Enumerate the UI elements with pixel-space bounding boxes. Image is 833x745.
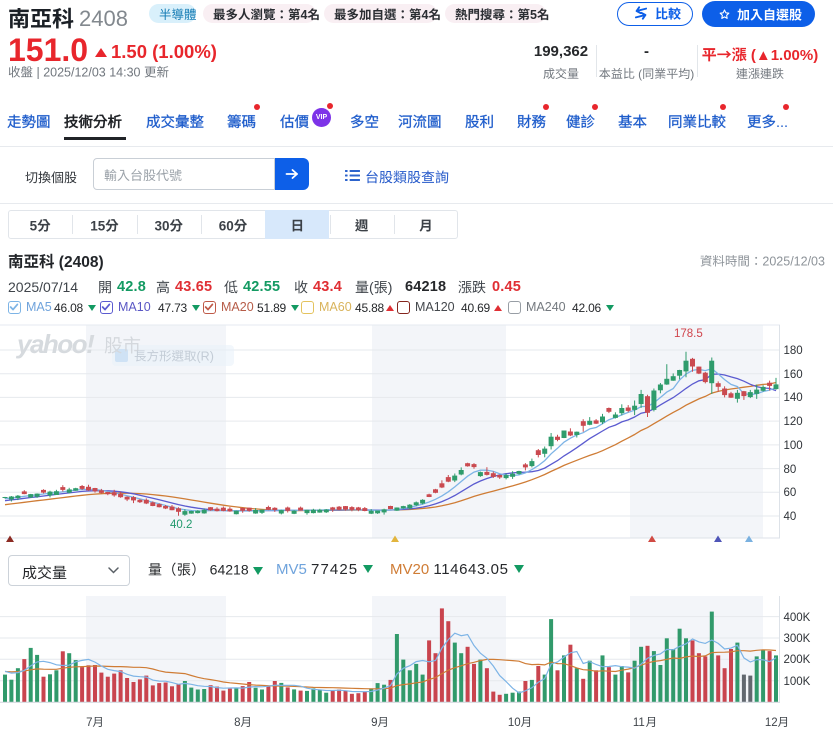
svg-text:60: 60: [784, 487, 797, 499]
svg-text:40: 40: [784, 511, 797, 523]
svg-text:(2408): (2408): [55, 254, 104, 271]
svg-text:): ): [690, 67, 694, 81]
svg-text:2025/12/03: 2025/12/03: [762, 255, 825, 269]
svg-text:): ): [388, 279, 393, 295]
svg-text:yahoo!: yahoo!: [15, 329, 95, 359]
svg-text:180: 180: [784, 345, 803, 357]
svg-text:40.2: 40.2: [170, 519, 192, 531]
svg-text:(: (: [635, 67, 642, 81]
svg-text:200K: 200K: [784, 654, 811, 666]
svg-text:300K: 300K: [784, 633, 811, 645]
svg-text:400K: 400K: [784, 612, 811, 624]
svg-text:...: ...: [776, 115, 788, 131]
svg-text:100: 100: [784, 440, 803, 452]
svg-text:64218: 64218: [206, 562, 249, 578]
svg-text:100K: 100K: [784, 676, 811, 688]
svg-text:80: 80: [784, 464, 797, 476]
svg-text:178.5: 178.5: [674, 328, 703, 340]
svg-text:120: 120: [784, 416, 803, 428]
svg-text:160: 160: [784, 369, 803, 381]
svg-text:(▲1.00%): (▲1.00%): [747, 47, 819, 64]
svg-text:140: 140: [784, 392, 803, 404]
svg-text:(: (: [369, 279, 374, 295]
